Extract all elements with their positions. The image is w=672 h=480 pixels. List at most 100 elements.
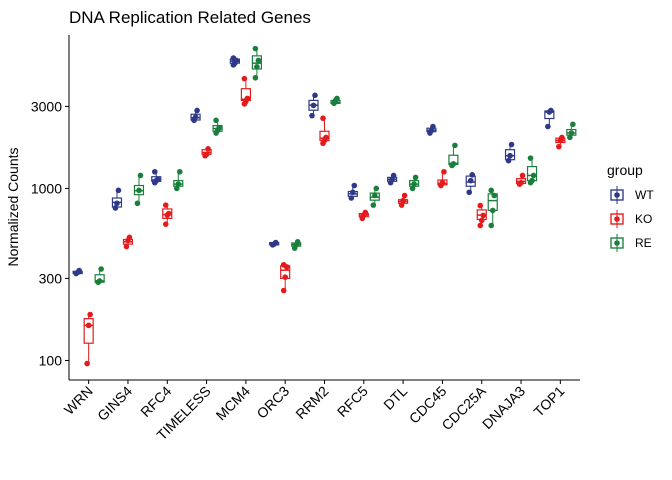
point xyxy=(488,222,495,229)
point xyxy=(216,125,222,131)
point xyxy=(469,172,476,178)
box-group xyxy=(476,202,487,229)
point xyxy=(114,200,120,207)
box-group xyxy=(269,239,280,248)
point xyxy=(205,146,211,152)
box-group xyxy=(162,202,173,227)
point xyxy=(272,239,279,246)
point xyxy=(76,267,82,274)
point xyxy=(411,181,417,187)
point xyxy=(478,217,485,224)
point xyxy=(362,209,369,216)
box-group xyxy=(330,95,341,107)
legend-label: WT xyxy=(635,188,654,202)
point xyxy=(439,179,446,186)
point xyxy=(85,322,92,329)
point xyxy=(441,168,447,175)
box-group xyxy=(308,92,319,119)
point xyxy=(241,75,248,82)
point xyxy=(452,142,458,149)
box-group xyxy=(504,141,516,164)
point xyxy=(529,177,535,184)
point xyxy=(467,177,474,184)
point xyxy=(567,134,573,141)
box-group xyxy=(122,234,134,250)
point xyxy=(173,185,180,192)
x-tick-label: RFC5 xyxy=(334,383,371,420)
y-tick-label: 1000 xyxy=(31,180,62,196)
point xyxy=(570,121,576,128)
box-group xyxy=(229,55,240,68)
legend-key-box xyxy=(610,189,624,201)
point xyxy=(370,202,377,208)
point xyxy=(254,63,260,70)
box-group xyxy=(72,267,83,277)
box-group xyxy=(173,168,184,192)
box-group xyxy=(251,45,262,81)
point xyxy=(162,221,169,227)
legend-title: group xyxy=(607,162,643,178)
x-tick-label: CDC25A xyxy=(438,382,489,433)
point xyxy=(282,274,288,280)
point xyxy=(323,134,329,141)
point xyxy=(112,205,119,211)
point xyxy=(126,234,133,241)
chart-title: DNA Replication Related Genes xyxy=(69,8,311,27)
x-tick-label: RRM2 xyxy=(292,383,332,423)
box-group xyxy=(398,192,409,208)
point xyxy=(507,152,513,159)
point xyxy=(508,141,515,148)
point xyxy=(401,192,408,199)
legend-label: RE xyxy=(635,236,652,250)
x-tick-label: TOP1 xyxy=(530,383,567,420)
box-group xyxy=(387,172,398,186)
point xyxy=(489,207,496,214)
point xyxy=(351,182,358,189)
y-tick-label: 100 xyxy=(39,352,63,368)
point xyxy=(320,115,326,122)
point xyxy=(505,157,512,164)
point xyxy=(84,360,90,367)
box-group xyxy=(319,115,330,147)
point xyxy=(310,102,317,109)
y-axis-label: Normalized Counts xyxy=(5,147,21,266)
point xyxy=(334,95,340,102)
point xyxy=(372,192,378,199)
point xyxy=(96,278,103,284)
box-group xyxy=(212,117,223,136)
box-group xyxy=(555,134,566,150)
point xyxy=(280,261,287,268)
point xyxy=(98,266,104,272)
legend-key-box xyxy=(610,237,624,249)
point xyxy=(491,192,498,199)
legend-key-box xyxy=(610,213,624,225)
box-group xyxy=(409,174,420,192)
point xyxy=(480,212,487,219)
point xyxy=(176,168,183,175)
box-group xyxy=(111,187,123,211)
point xyxy=(137,172,144,179)
x-tick-label: WRN xyxy=(61,383,96,418)
point xyxy=(244,95,251,102)
point xyxy=(559,134,565,141)
point xyxy=(527,155,534,161)
legend-key-point xyxy=(614,192,620,198)
point xyxy=(450,161,457,167)
point xyxy=(252,74,259,81)
x-tick-label: GINS4 xyxy=(94,383,135,424)
x-tick-label: MCM4 xyxy=(213,383,254,424)
box-group xyxy=(240,75,251,107)
box-group xyxy=(83,311,94,367)
box xyxy=(83,318,94,344)
y-tick-label: 3000 xyxy=(31,98,62,114)
point xyxy=(488,187,495,194)
point xyxy=(556,143,562,150)
point xyxy=(230,55,237,61)
box-group xyxy=(151,168,162,186)
box-group xyxy=(448,142,459,169)
legend-key-point xyxy=(614,216,620,222)
point xyxy=(175,181,182,187)
point xyxy=(115,187,122,194)
legend-key-point xyxy=(614,240,620,246)
box-group xyxy=(201,146,212,159)
